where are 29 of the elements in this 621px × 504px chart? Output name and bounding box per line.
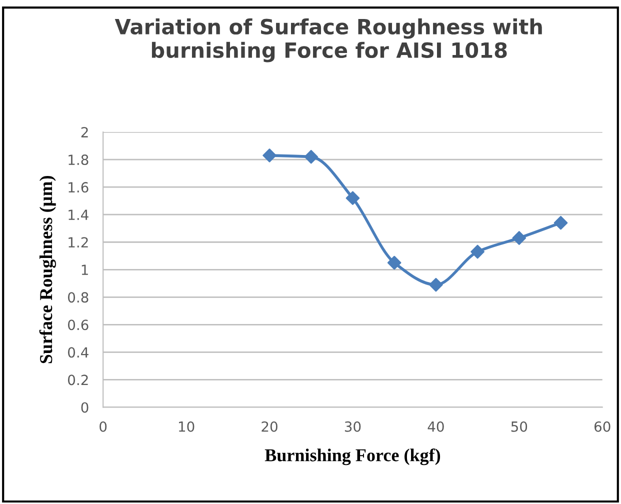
point [387,256,402,270]
x-tick-label: 60 [594,421,610,432]
y-tick-label: 0.4 [68,347,88,358]
point [554,216,568,230]
y-tick-label: 0.6 [68,320,88,330]
y-tick-label: 1.8 [68,154,88,166]
x-axis-title: Burnishing Force (kgf) [264,448,440,466]
point [429,278,443,292]
y-axis-title: Surface Roughness (µm) [39,176,56,364]
y-tick-label: 2 [81,127,88,138]
y-tick-label: 1.4 [68,210,88,220]
x-tick-label: 30 [344,421,361,432]
x-tick-label: 10 [178,421,194,432]
point [304,150,318,164]
y-tick-label: 1.6 [68,182,88,193]
y-tick-label: 0 [81,402,88,413]
chart-title: Variation of Surface Roughness with burnishing Force for AISI 1018 [114,18,542,62]
point [262,148,276,162]
x-tick-label: 50 [511,421,528,432]
x-tick-label: 20 [262,421,278,432]
y-tick-label: 1 [82,264,88,275]
x-tick-label: 0 [100,421,107,432]
x-tick-label: 40 [428,421,444,432]
point [470,244,484,259]
y-tick-label: 0.8 [68,292,88,303]
point [346,191,360,205]
point [512,231,526,245]
y-tick-label: 1.2 [68,237,88,248]
y-tick-label: 0.2 [68,374,88,386]
